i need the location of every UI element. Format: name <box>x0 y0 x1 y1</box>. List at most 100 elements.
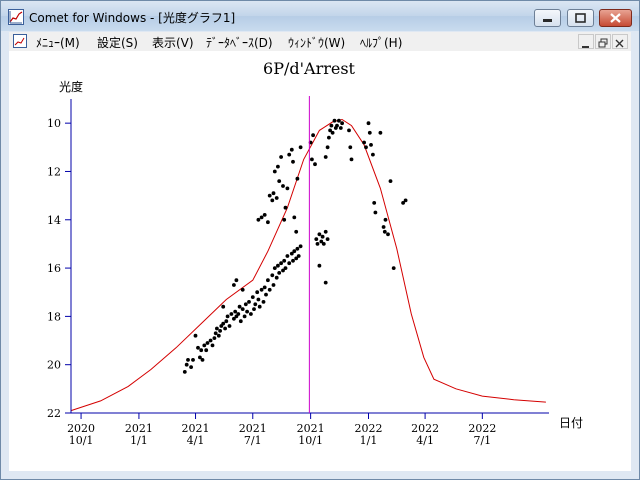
observation-point <box>335 123 339 128</box>
observation-point <box>321 242 326 246</box>
observation-point <box>189 365 194 369</box>
observation-point <box>329 123 334 128</box>
y-tick-label: 16 <box>47 262 61 275</box>
observation-point <box>227 324 232 328</box>
observation-point <box>378 130 383 135</box>
title-bar[interactable]: Comet for Windows - [光度グラフ1] <box>1 1 639 31</box>
menu-bar: ﾒﾆｭｰ(M) 設定(S) 表示(V) ﾃﾞｰﾀﾍﾞｰｽ(D) ｳｨﾝﾄﾞｳ(W… <box>9 32 631 51</box>
observation-point <box>279 261 283 266</box>
observation-point <box>388 179 393 184</box>
observation-point <box>283 205 288 210</box>
x-tick-label-year: 2021 <box>182 422 210 435</box>
y-tick-label: 22 <box>47 407 61 420</box>
observation-point <box>272 266 277 270</box>
menu-database[interactable]: ﾃﾞｰﾀﾍﾞｰｽ(D) <box>206 36 273 50</box>
observation-point <box>274 275 279 280</box>
observation-point <box>276 164 280 169</box>
observation-point <box>328 128 332 133</box>
observation-point <box>325 237 330 242</box>
observation-point <box>373 210 378 215</box>
observation-point <box>292 249 297 254</box>
menu-window[interactable]: ｳｨﾝﾄﾞｳ(W) <box>288 36 346 50</box>
observation-point <box>237 304 242 309</box>
minimize-button[interactable] <box>534 9 561 27</box>
chart-title: 6P/d'Arrest <box>263 59 356 78</box>
observation-point <box>317 232 322 237</box>
observation-point <box>340 121 344 126</box>
x-tick-label-year: 2020 <box>67 422 95 435</box>
observation-point <box>247 300 251 304</box>
observation-point <box>229 312 234 316</box>
observation-point <box>249 312 253 316</box>
menu-view[interactable]: 表示(V) <box>152 36 194 50</box>
x-tick-label-year: 2021 <box>239 422 267 435</box>
observation-point <box>347 128 351 133</box>
observation-point <box>277 271 282 275</box>
observation-point <box>243 302 248 307</box>
close-button[interactable] <box>599 9 632 27</box>
observation-point <box>292 215 297 220</box>
observation-point <box>199 348 204 353</box>
observation-point <box>240 287 245 292</box>
observation-point <box>186 358 190 362</box>
observation-point <box>291 159 295 164</box>
y-tick-label: 20 <box>47 359 61 372</box>
observation-point <box>281 184 285 188</box>
x-tick-label-year: 2022 <box>411 422 439 435</box>
menu-settings[interactable]: 設定(S) <box>97 36 138 50</box>
observation-point <box>338 126 343 130</box>
observation-point <box>323 229 328 234</box>
observation-point <box>256 297 261 302</box>
observation-point <box>285 254 290 258</box>
maximize-icon <box>575 13 586 23</box>
mdi-close-button[interactable] <box>612 34 628 49</box>
minimize-icon <box>543 19 552 22</box>
x-tick-label-year: 2022 <box>468 422 496 435</box>
menu-help[interactable]: ﾍﾙﾌﾟ(H) <box>360 36 403 50</box>
observation-point <box>382 229 387 234</box>
observation-point <box>233 309 238 314</box>
observation-point <box>401 201 405 205</box>
observation-point <box>311 133 315 138</box>
mdi-minimize-button[interactable] <box>578 34 594 49</box>
observation-point <box>271 191 276 196</box>
light-curve-chart: 10121416182022202010/120211/120214/12021… <box>47 59 583 447</box>
observation-point <box>332 118 337 123</box>
observation-point <box>196 345 200 350</box>
document-chart-icon[interactable] <box>13 34 27 48</box>
observation-point <box>295 246 300 251</box>
observation-point <box>348 145 353 150</box>
observation-point <box>182 370 187 374</box>
observation-point <box>205 341 210 345</box>
minimize-icon <box>582 46 589 48</box>
observation-point <box>224 319 229 324</box>
x-tick-label-date: 1/1 <box>360 434 378 447</box>
menu-menu[interactable]: ﾒﾆｭｰ(M) <box>36 36 80 50</box>
y-tick-label: 14 <box>47 214 61 227</box>
observation-point <box>319 239 324 244</box>
observation-point <box>198 355 202 360</box>
observation-point <box>371 152 375 157</box>
close-icon <box>610 13 621 23</box>
x-tick-label-year: 2021 <box>297 422 325 435</box>
observation-point <box>215 326 219 331</box>
observation-point <box>391 266 396 270</box>
observation-point <box>259 287 264 292</box>
y-tick-label: 18 <box>47 310 61 323</box>
observation-point <box>221 304 226 309</box>
observation-point <box>298 145 303 150</box>
observation-point <box>287 152 292 157</box>
observation-point <box>295 176 300 181</box>
observation-point <box>287 261 292 266</box>
mdi-restore-button[interactable] <box>595 34 611 49</box>
observation-point <box>267 193 272 198</box>
maximize-button[interactable] <box>567 9 594 27</box>
restore-icon <box>598 38 608 48</box>
observation-point <box>245 309 250 314</box>
observation-point <box>267 287 272 292</box>
observation-point <box>314 237 319 242</box>
observation-point <box>289 251 294 256</box>
chart-area: 10 12 14 16 18 20 22 2020 10/1 2021 1/1 2021 4/1 2021… <box>9 51 631 471</box>
observation-point <box>184 362 189 367</box>
observation-point <box>362 140 366 145</box>
